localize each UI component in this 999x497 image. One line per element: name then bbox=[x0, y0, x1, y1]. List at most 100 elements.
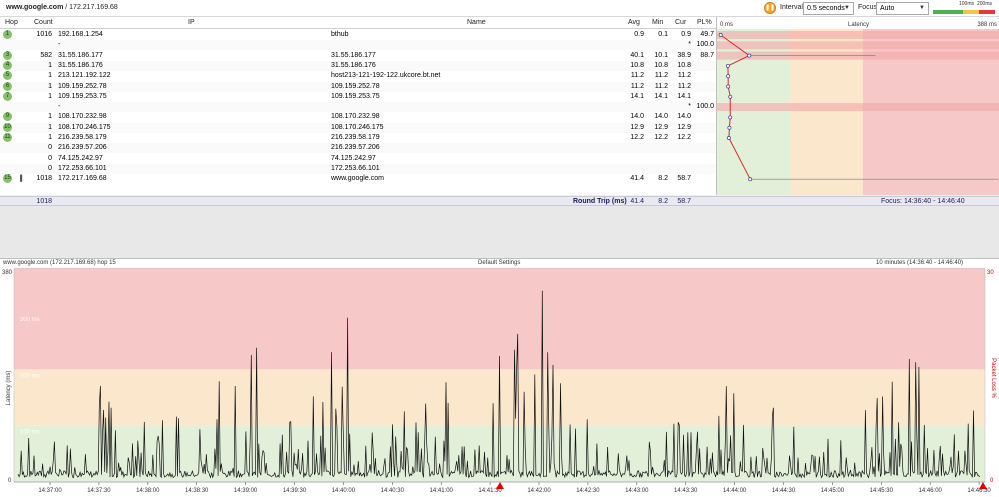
cell-pl: 49.7 bbox=[700, 31, 714, 38]
cell-count: 1 bbox=[48, 61, 52, 69]
table-row[interactable]: 15 1018 172.217.169.68 www.google.com 41.4 8.… bbox=[0, 174, 716, 184]
round-trip-row: 1018 Round Trip (ms) 41.4 8.2 58.7 Focus… bbox=[0, 196, 999, 206]
cell-name: www.google.com bbox=[331, 175, 384, 183]
cell-name: 108.170.246.175 bbox=[331, 123, 384, 131]
table-row[interactable]: 7 1 109.159.253.75 109.159.253.75 14.1 14.1 14… bbox=[0, 91, 716, 102]
mini-title: Latency bbox=[848, 22, 869, 28]
table-row[interactable]: - * 100.0 bbox=[0, 102, 716, 113]
header-pl[interactable]: PL% bbox=[697, 19, 712, 26]
cell-ip: 172.217.169.68 bbox=[58, 175, 107, 183]
cell-ip: 31.55.186.177 bbox=[58, 51, 103, 59]
table-row[interactable]: 0 74.125.242.97 74.125.242.97 bbox=[0, 154, 716, 164]
time-label: 14:38:30 bbox=[185, 488, 209, 494]
packet-loss-marker bbox=[496, 482, 504, 489]
header-count[interactable]: Count bbox=[34, 19, 53, 26]
cell-name: 216.239.58.179 bbox=[331, 134, 380, 141]
graph-bars-icon[interactable]: ▐ bbox=[18, 176, 23, 183]
mini-hop-point bbox=[718, 33, 723, 37]
table-row[interactable]: 0 216.239.57.206 216.239.57.206 bbox=[0, 143, 716, 154]
cell-cur: 11.2 bbox=[677, 72, 691, 80]
y-min-label: 0 bbox=[8, 478, 12, 484]
table-row[interactable]: - * 100.0 bbox=[0, 40, 716, 51]
pause-button[interactable]: ❚❚ bbox=[764, 2, 776, 14]
cell-min: 10.8 bbox=[654, 61, 668, 69]
hop-badge: 9 bbox=[3, 112, 12, 122]
cell-name: host213-121-192-122.ukcore.bt.net bbox=[331, 72, 441, 80]
time-label: 14:38:00 bbox=[136, 488, 160, 494]
focus-select[interactable]: Auto ▼ bbox=[876, 2, 929, 15]
interval-select[interactable]: 0.5 seconds ▼ bbox=[803, 2, 854, 15]
scale-bad-bar bbox=[979, 10, 995, 14]
total-avg: 41.4 bbox=[630, 198, 644, 205]
hop-badge: 5 bbox=[3, 71, 12, 81]
mini-scale-right: 388 ms bbox=[977, 22, 997, 28]
header-ip[interactable]: IP bbox=[188, 19, 195, 26]
scale-warn-bar bbox=[963, 10, 979, 14]
header-min[interactable]: Min bbox=[652, 19, 664, 26]
table-row[interactable]: 3 582 31.55.186.177 31.55.186.177 40.1 10.1 38… bbox=[0, 50, 716, 61]
cell-count: 1 bbox=[48, 113, 52, 121]
timeline-svg: 300 ms 200 ms 100 ms 380 0 30 0 Latency (ms) Pac… bbox=[2, 267, 996, 494]
cell-avg: 11.2 bbox=[630, 82, 644, 90]
cell-ip: 109.159.252.78 bbox=[58, 82, 107, 90]
time-label: 14:40:30 bbox=[381, 488, 405, 494]
hop-badge: 3 bbox=[3, 50, 12, 60]
timeline-settings[interactable]: Default Settings bbox=[478, 260, 521, 266]
cell-min: 10.1 bbox=[654, 51, 668, 59]
mini-hop-point bbox=[748, 177, 753, 182]
timeline-header: www.google.com (172.217.169.68) hop 15 D… bbox=[0, 258, 999, 268]
cell-avg: 14.1 bbox=[630, 92, 644, 100]
time-label: 14:45:30 bbox=[870, 488, 894, 494]
cell-name: 108.170.232.98 bbox=[331, 113, 380, 121]
cell-count: 0 bbox=[48, 164, 52, 172]
cell-avg: 11.2 bbox=[630, 72, 644, 80]
table-row[interactable]: 6 1 109.159.252.78 109.159.252.78 11.2 11.2 11… bbox=[0, 81, 716, 92]
table-row[interactable]: 5 1 213.121.192.122 host213-121-192-122.ukc… bbox=[0, 71, 716, 81]
header-cur[interactable]: Cur bbox=[675, 19, 687, 26]
table-row[interactable]: 0 172.253.66.101 172.253.66.101 bbox=[0, 163, 716, 174]
header-avg[interactable]: Avg bbox=[628, 19, 640, 26]
cell-ip: 192.168.1.254 bbox=[58, 31, 103, 38]
cell-ip: 216.239.57.206 bbox=[58, 144, 107, 152]
table-row[interactable]: 10 1 108.170.246.175 108.170.246.175 12.9 12.… bbox=[0, 122, 716, 133]
cell-cur: 14.1 bbox=[677, 92, 691, 100]
cell-min: 11.2 bbox=[654, 82, 668, 90]
mini-hop-point bbox=[728, 94, 733, 99]
cell-cur: * bbox=[688, 103, 691, 111]
cell-count: 1 bbox=[48, 72, 52, 80]
hop-badge: 1 bbox=[3, 30, 12, 39]
cell-pl: 88.7 bbox=[700, 51, 714, 59]
table-row[interactable]: 4 1 31.55.186.176 31.55.186.176 10.8 10.8 10.8 bbox=[0, 60, 716, 71]
cell-count: 1016 bbox=[36, 31, 52, 38]
table-row[interactable]: 11 1 216.239.58.179 216.239.58.179 12.2 12.2 1… bbox=[0, 133, 716, 143]
timeline-graph[interactable]: 300 ms 200 ms 100 ms 380 0 30 0 Latency (ms) Pac… bbox=[0, 267, 999, 497]
y2-min-label: 0 bbox=[990, 478, 994, 484]
table-row[interactable]: 1 1016 192.168.1.254 bthub 0.9 0.1 0.9 49.7 bbox=[0, 30, 716, 40]
time-label: 14:46:30 bbox=[967, 488, 991, 494]
scale-high-label: 200ms bbox=[977, 1, 993, 7]
mini-scale-left: 0 ms bbox=[720, 22, 733, 28]
cell-ip: 31.55.186.176 bbox=[58, 61, 103, 69]
hop-badge: 7 bbox=[3, 91, 12, 101]
empty-panel bbox=[0, 206, 999, 258]
cell-min: 0.1 bbox=[658, 31, 668, 38]
y-max-label: 380 bbox=[2, 270, 13, 276]
hop-badge: 6 bbox=[3, 81, 12, 91]
cell-ip: 108.170.232.98 bbox=[58, 113, 107, 121]
header-hop[interactable]: Hop bbox=[5, 19, 18, 26]
time-label: 14:41:00 bbox=[430, 488, 454, 494]
focus-value: Auto bbox=[880, 5, 895, 12]
cell-avg: 10.8 bbox=[630, 61, 644, 69]
cell-name: 74.125.242.97 bbox=[331, 154, 376, 162]
cell-count: 1 bbox=[48, 82, 52, 90]
header-name[interactable]: Name bbox=[467, 19, 486, 26]
mini-hop-point bbox=[747, 53, 752, 58]
hop-latency-graph: 0 ms Latency 388 ms bbox=[716, 17, 999, 195]
cell-count: 0 bbox=[48, 144, 52, 152]
cell-count: 1 bbox=[48, 134, 52, 141]
time-label: 14:43:00 bbox=[625, 488, 649, 494]
table-row[interactable]: 9 1 108.170.232.98 108.170.232.98 14.0 14.0 14… bbox=[0, 112, 716, 122]
time-label: 14:40:00 bbox=[332, 488, 356, 494]
focus-range: Focus: 14:36:40 - 14:46:40 bbox=[881, 198, 965, 205]
